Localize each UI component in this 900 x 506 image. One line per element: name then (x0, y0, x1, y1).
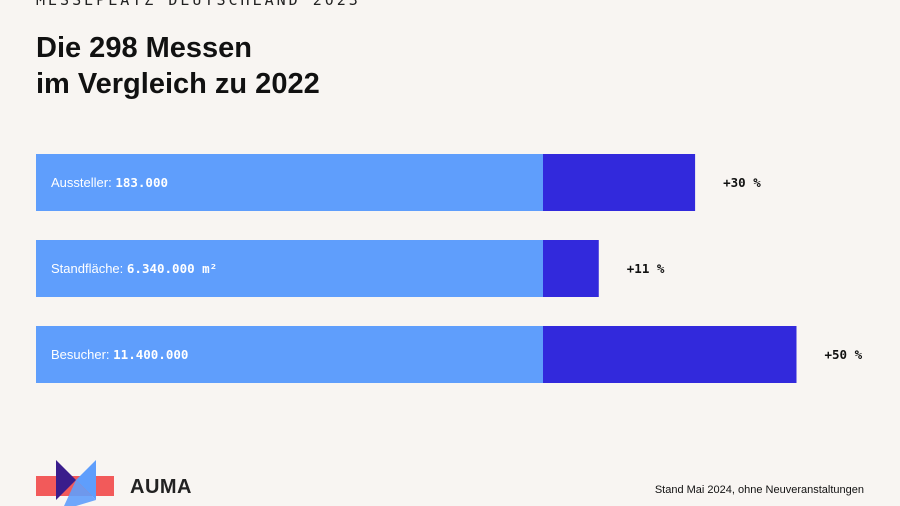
bar-row-1: Standfläche: 6.340.000 m² +11 % (36, 240, 665, 297)
change-label-Standfläche: +11 % (627, 261, 665, 276)
page-title: Die 298 Messen im Vergleich zu 2022 (36, 30, 320, 102)
bar-base-Aussteller (36, 154, 543, 211)
auma-logo-icon (36, 460, 114, 506)
bar-label-Besucher: Besucher: 11.400.000 (51, 347, 188, 362)
bar-base-Standfläche (36, 240, 543, 297)
kicker: MESSEPLATZ DEUTSCHLAND 2023 (36, 0, 361, 9)
footnote: Stand Mai 2024, ohne Neuveranstaltungen (654, 484, 864, 496)
bar-base-Besucher (36, 326, 543, 383)
bar-label-Aussteller: Aussteller: 183.000 (51, 175, 168, 190)
brand-name: AUMA (130, 476, 192, 498)
title-line-1: Die 298 Messen (36, 32, 253, 64)
bar-increase-Besucher (543, 326, 797, 383)
bar-increase-Standfläche (543, 240, 599, 297)
bar-chart: Aussteller: 183.000 +30 % Standfläche: 6.3… (36, 154, 863, 383)
bar-increase-Aussteller (543, 154, 696, 211)
change-label-Besucher: +50 % (825, 347, 863, 362)
title-line-2: im Vergleich zu 2022 (36, 68, 320, 100)
bar-row-2: Besucher: 11.400.000 +50 % (36, 326, 863, 383)
bar-label-Standfläche: Standfläche: 6.340.000 m² (51, 261, 217, 276)
change-label-Aussteller: +30 % (723, 175, 761, 190)
bar-row-0: Aussteller: 183.000 +30 % (36, 154, 761, 211)
